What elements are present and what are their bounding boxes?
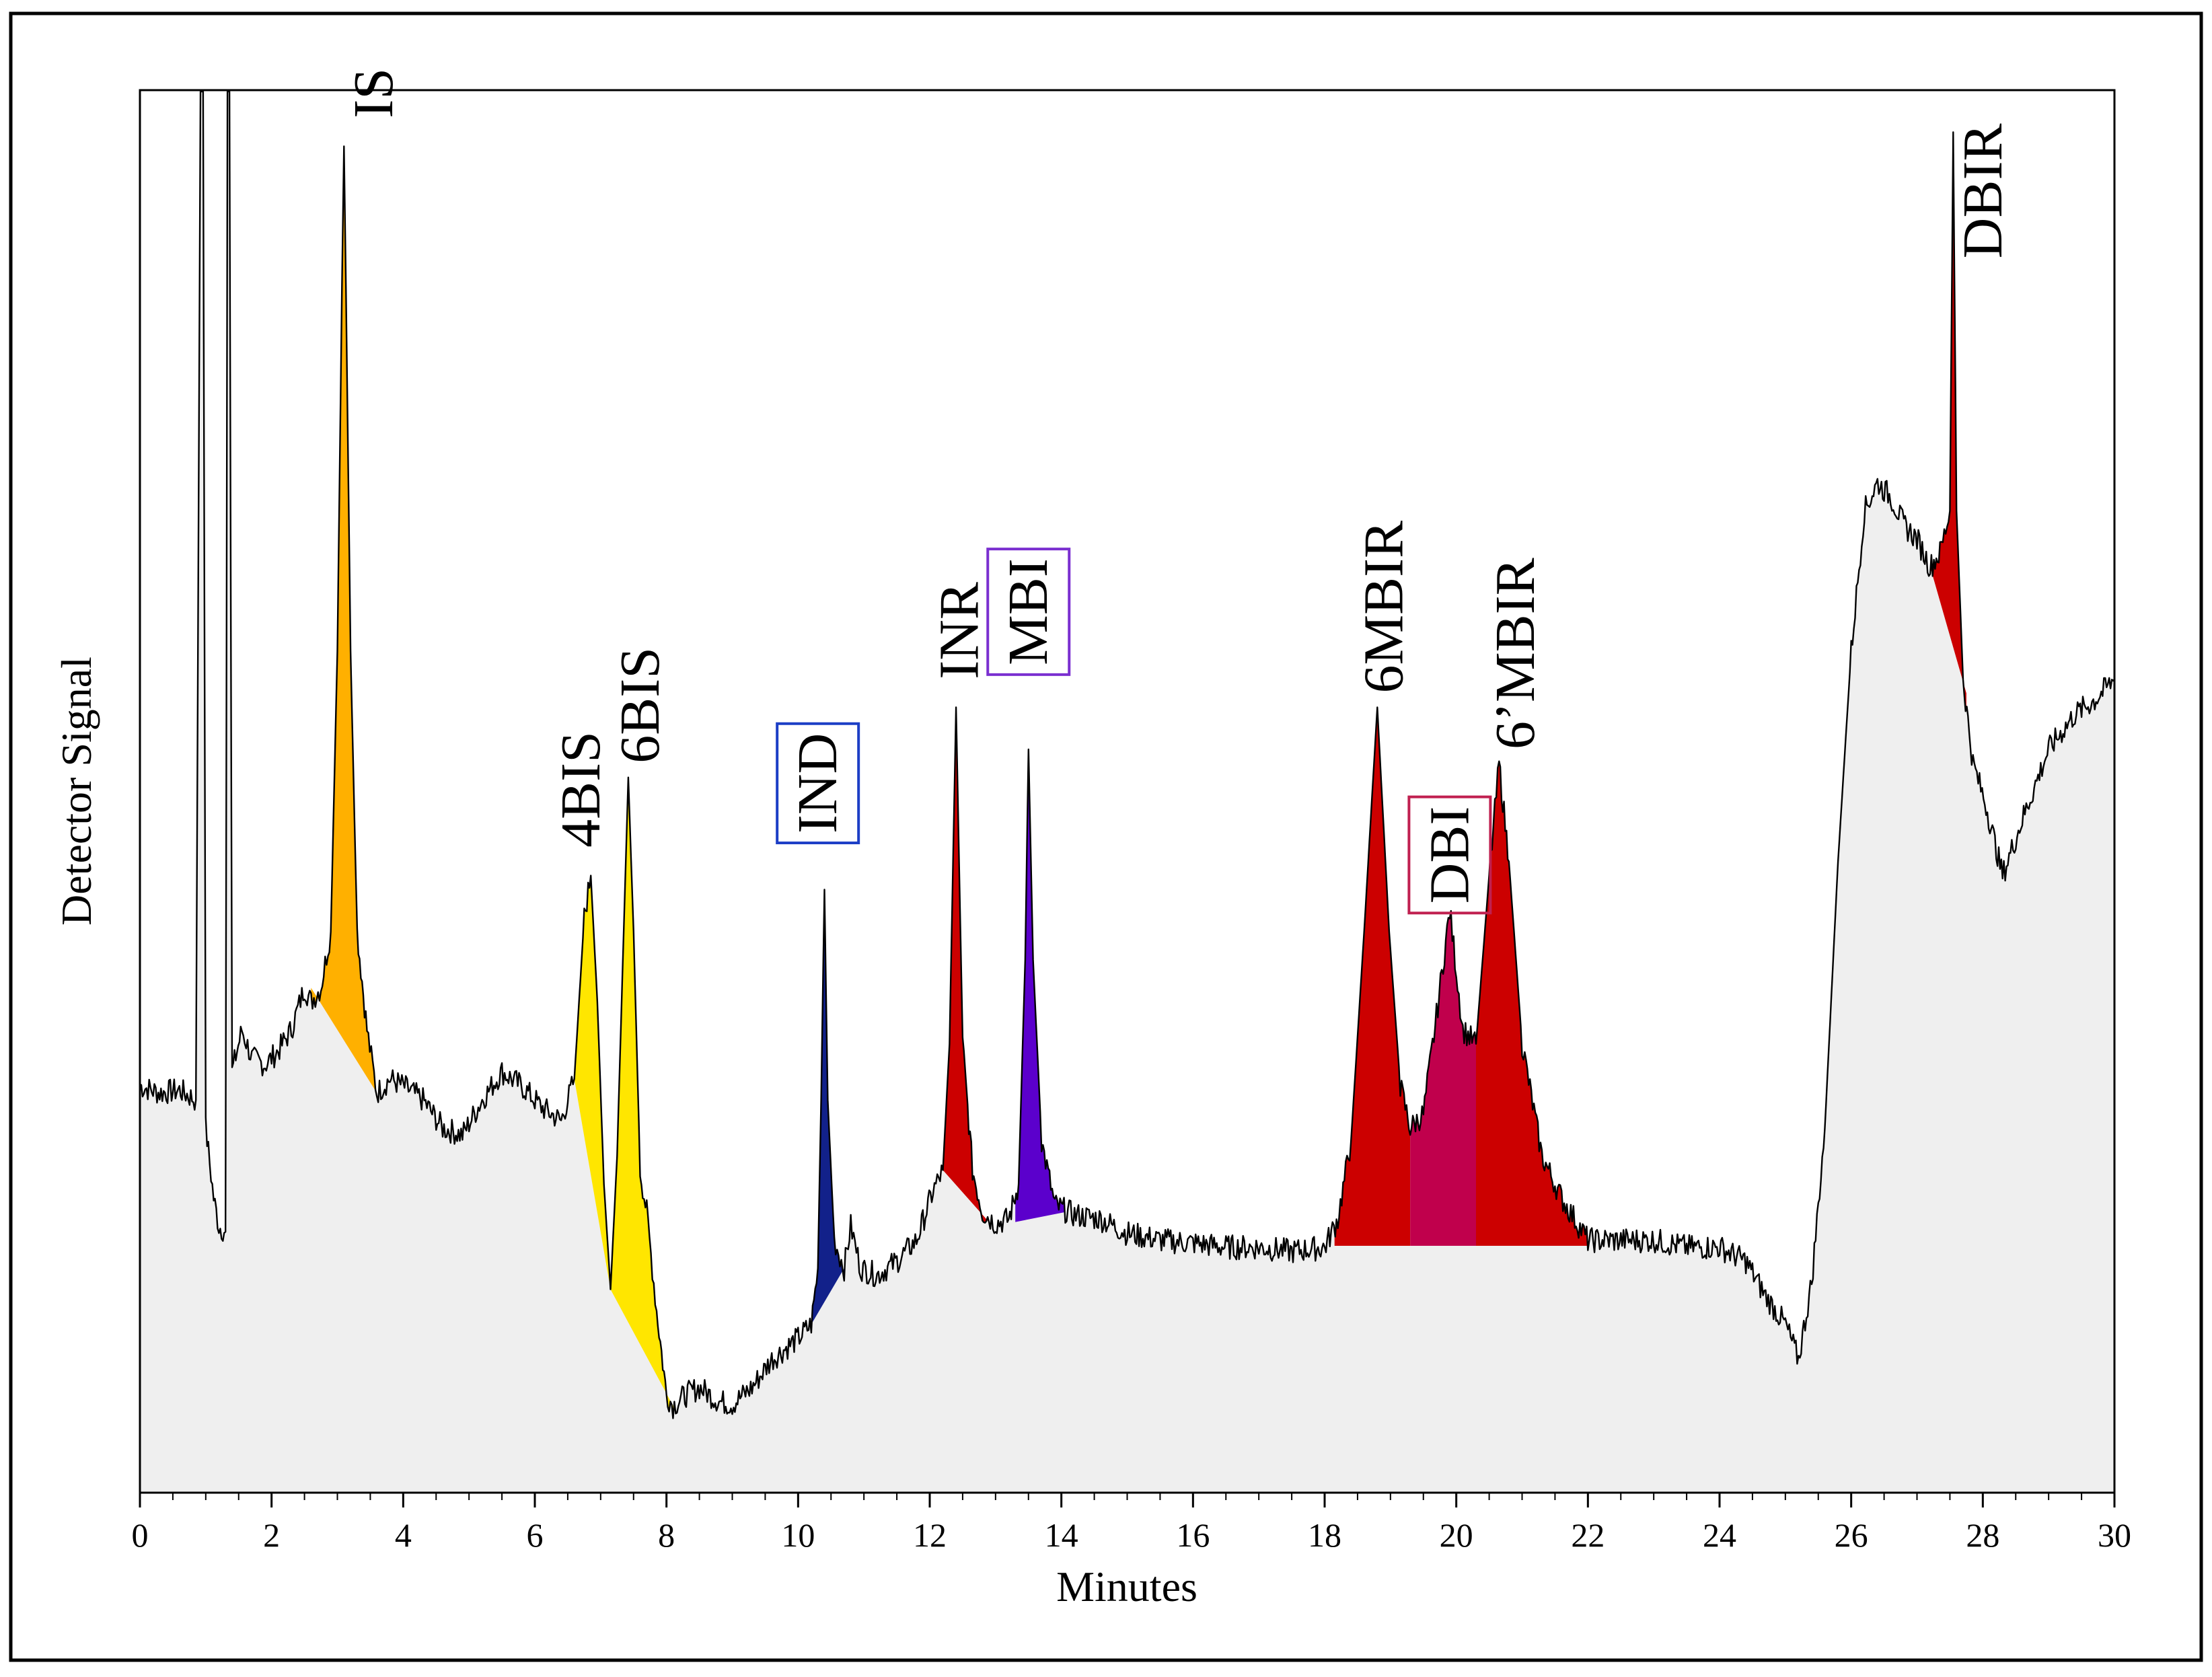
x-tick-label: 12 bbox=[913, 1516, 947, 1554]
x-tick-label: 20 bbox=[1440, 1516, 1473, 1554]
peak-area-6bis bbox=[610, 777, 673, 1419]
peak-area-mbi bbox=[1015, 749, 1065, 1222]
baseline-fill bbox=[140, 91, 2114, 1493]
peak-label-dbi: DBI bbox=[1418, 807, 1481, 904]
peak-area-inr bbox=[943, 707, 989, 1223]
x-axis-ticks: 0 2 4 6 8 10 12 14 16 18 20 22 24 26 28 30 bbox=[132, 1493, 2131, 1554]
x-tick-label: 10 bbox=[781, 1516, 815, 1554]
x-axis-title: Minutes bbox=[1056, 1563, 1197, 1610]
peak-area-6mbir bbox=[1476, 761, 1588, 1251]
peak-label-inr: INR bbox=[928, 582, 991, 679]
peak-area-4bis bbox=[574, 875, 611, 1290]
signal-trace bbox=[139, 90, 2115, 1419]
peak-label-box-ind bbox=[776, 722, 860, 845]
peak-label-mbi: MBI bbox=[997, 558, 1060, 665]
x-tick-label: 0 bbox=[132, 1516, 149, 1554]
x-tick-label: 16 bbox=[1176, 1516, 1210, 1554]
x-tick-label: 8 bbox=[658, 1516, 675, 1554]
x-tick-label: 6 bbox=[527, 1516, 544, 1554]
peak-label-6mbir: 6MBIR bbox=[1353, 521, 1415, 694]
outer-border bbox=[9, 11, 2203, 1662]
peak-label-box-mbi bbox=[986, 548, 1071, 676]
baseline-fill-layer bbox=[140, 91, 2114, 1493]
x-tick-label: 2 bbox=[263, 1516, 280, 1554]
x-tick-label: 4 bbox=[395, 1516, 412, 1554]
x-tick-label: 30 bbox=[2098, 1516, 2131, 1554]
peak-label-dbir: DBIR bbox=[1952, 123, 2014, 258]
peak-area-dbi bbox=[1410, 911, 1476, 1246]
peak-label-is: IS bbox=[342, 68, 405, 118]
peak-label-6mbir: 6’MBIR bbox=[1484, 558, 1547, 749]
y-axis-title: Detector Signal bbox=[52, 657, 100, 926]
peak-label-4bis: 4BIS bbox=[550, 731, 612, 848]
x-tick-label: 28 bbox=[1966, 1516, 1999, 1554]
x-tick-label: 22 bbox=[1571, 1516, 1605, 1554]
peak-fill-layer bbox=[311, 132, 1966, 1419]
x-tick-label: 18 bbox=[1308, 1516, 1341, 1554]
peak-label-box-dbi bbox=[1407, 795, 1492, 915]
x-tick-label: 14 bbox=[1045, 1516, 1078, 1554]
peak-label-6bis: 6BIS bbox=[609, 647, 671, 763]
peak-area-is bbox=[311, 146, 377, 1097]
peak-label-ind: IND bbox=[786, 733, 849, 833]
x-tick-label: 26 bbox=[1835, 1516, 1868, 1554]
trace-layer bbox=[139, 90, 2115, 1419]
peak-area-dbir bbox=[1930, 132, 1966, 712]
x-tick-label: 24 bbox=[1703, 1516, 1736, 1554]
